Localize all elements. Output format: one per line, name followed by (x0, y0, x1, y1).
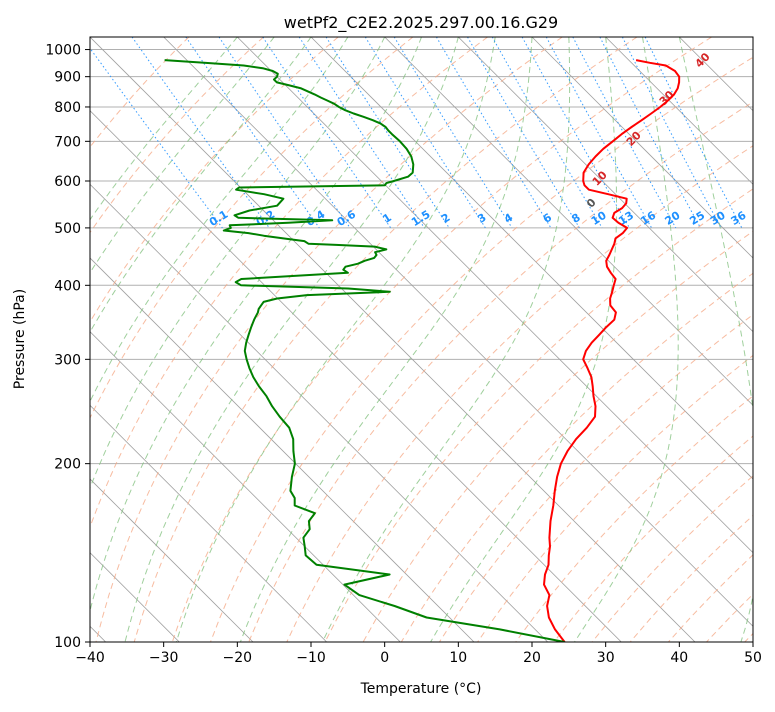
x-tick-label: −20 (223, 650, 253, 666)
y-tick-label: 100 (54, 635, 81, 651)
y-axis-label: Pressure (hPa) (12, 289, 28, 389)
x-tick-label: 10 (449, 650, 467, 666)
x-tick-label: 20 (523, 650, 541, 666)
x-tick-label: 40 (670, 650, 688, 666)
y-tick-label: 400 (54, 278, 81, 294)
y-tick-label: 300 (54, 352, 81, 368)
y-tick-label: 600 (54, 174, 81, 190)
y-tick-label: 200 (54, 457, 81, 473)
y-tick-label: 900 (54, 70, 81, 86)
x-tick-label: 0 (380, 650, 389, 666)
chart-title: wetPf2_C2E2.2025.297.00.16.G29 (284, 13, 558, 33)
y-tick-label: 800 (54, 100, 81, 116)
y-tick-label: 700 (54, 134, 81, 150)
y-tick-label: 1000 (45, 43, 81, 59)
x-tick-label: −30 (149, 650, 179, 666)
x-tick-label: 30 (597, 650, 615, 666)
x-axis-label: Temperature (°C) (360, 681, 482, 697)
y-tick-label: 500 (54, 221, 81, 237)
x-tick-label: 50 (744, 650, 762, 666)
x-tick-label: −10 (296, 650, 326, 666)
x-tick-label: −40 (75, 650, 105, 666)
